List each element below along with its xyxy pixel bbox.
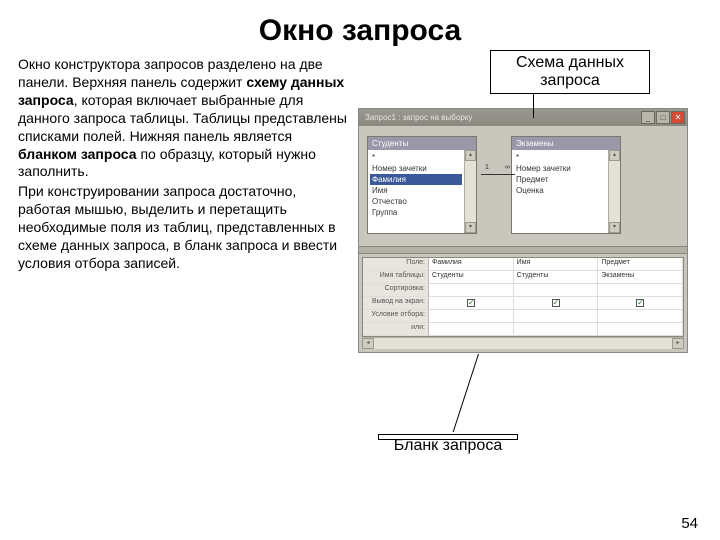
- field-item[interactable]: Имя: [370, 185, 462, 196]
- field-item[interactable]: *: [370, 152, 462, 163]
- maximize-button[interactable]: □: [656, 111, 670, 124]
- field-item[interactable]: Группа: [370, 207, 462, 218]
- join-line: [481, 174, 515, 186]
- p1d: бланком запроса: [18, 146, 137, 162]
- grid-cell[interactable]: ✓: [598, 297, 683, 310]
- scroll-left-icon[interactable]: ◂: [362, 338, 374, 349]
- scroll-down-icon[interactable]: ▾: [609, 222, 620, 233]
- field-item[interactable]: Номер зачетки: [370, 163, 462, 174]
- table-header: Экзамены: [512, 137, 620, 150]
- field-item[interactable]: Фамилия: [370, 174, 462, 185]
- grid-cell[interactable]: [514, 310, 599, 323]
- join-label-left: 1: [485, 164, 489, 171]
- table-exams[interactable]: Экзамены * Номер зачетки Предмет Оценка …: [511, 136, 621, 234]
- row-label: Поле:: [363, 258, 429, 271]
- join-label-right: ∞: [505, 164, 510, 171]
- row-label: Имя таблицы:: [363, 271, 429, 284]
- titlebar: Запрос1 : запрос на выборку _ □ ✕: [359, 109, 687, 126]
- body-text: Окно конструктора запросов разделено на …: [18, 56, 358, 275]
- field-item[interactable]: Предмет: [514, 174, 606, 185]
- grid-cell[interactable]: [429, 323, 514, 336]
- h-scrollbar[interactable]: ◂ ▸: [362, 337, 684, 349]
- grid-cell[interactable]: [429, 310, 514, 323]
- slide-title: Окно запроса: [0, 0, 720, 56]
- table-header: Студенты: [368, 137, 476, 150]
- grid-cell[interactable]: ✓: [429, 297, 514, 310]
- grid-cell[interactable]: [598, 310, 683, 323]
- scroll-up-icon[interactable]: ▴: [609, 150, 620, 161]
- grid-cell[interactable]: Предмет: [598, 258, 683, 271]
- grid-cell[interactable]: [598, 284, 683, 297]
- row-label: Вывод на экран:: [363, 297, 429, 310]
- arrow-top: [533, 92, 534, 118]
- callout-blank: Бланк запроса: [378, 434, 518, 440]
- grid-cell[interactable]: ✓: [514, 297, 599, 310]
- design-grid-panel: Поле: Фамилия Имя Предмет Имя таблицы: С…: [359, 254, 687, 352]
- p2: При конструировании запроса достаточно, …: [18, 183, 350, 273]
- arrow-bottom: [453, 354, 479, 432]
- design-grid[interactable]: Поле: Фамилия Имя Предмет Имя таблицы: С…: [362, 257, 684, 337]
- checkbox-icon[interactable]: ✓: [552, 299, 560, 307]
- minimize-button[interactable]: _: [641, 111, 655, 124]
- page-number: 54: [681, 515, 698, 532]
- checkbox-icon[interactable]: ✓: [636, 299, 644, 307]
- row-label: Условие отбора:: [363, 310, 429, 323]
- schema-panel: Студенты * Номер зачетки Фамилия Имя Отч…: [359, 126, 687, 246]
- grid-cell[interactable]: [598, 323, 683, 336]
- grid-cell[interactable]: [514, 284, 599, 297]
- row-label: Сортировка:: [363, 284, 429, 297]
- grid-cell[interactable]: [429, 284, 514, 297]
- window-title: Запрос1 : запрос на выборку: [361, 113, 472, 122]
- grid-cell[interactable]: [514, 323, 599, 336]
- splitter[interactable]: [359, 246, 687, 254]
- field-item[interactable]: Отчество: [370, 196, 462, 207]
- scroll-down-icon[interactable]: ▾: [465, 222, 476, 233]
- grid-cell[interactable]: Студенты: [514, 271, 599, 284]
- table-students[interactable]: Студенты * Номер зачетки Фамилия Имя Отч…: [367, 136, 477, 234]
- checkbox-icon[interactable]: ✓: [467, 299, 475, 307]
- field-item[interactable]: Номер зачетки: [514, 163, 606, 174]
- field-item[interactable]: *: [514, 152, 606, 163]
- close-button[interactable]: ✕: [671, 111, 685, 124]
- grid-cell[interactable]: Имя: [514, 258, 599, 271]
- query-window: Запрос1 : запрос на выборку _ □ ✕ Студен…: [358, 108, 688, 353]
- scroll-right-icon[interactable]: ▸: [672, 338, 684, 349]
- grid-cell[interactable]: Экзамены: [598, 271, 683, 284]
- grid-cell[interactable]: Фамилия: [429, 258, 514, 271]
- callout-schema: Схема данных запроса: [490, 50, 650, 94]
- field-item[interactable]: Оценка: [514, 185, 606, 196]
- scrollbar[interactable]: ▴ ▾: [608, 150, 620, 233]
- scrollbar[interactable]: ▴ ▾: [464, 150, 476, 233]
- grid-cell[interactable]: Студенты: [429, 271, 514, 284]
- row-label: или:: [363, 323, 429, 336]
- scroll-up-icon[interactable]: ▴: [465, 150, 476, 161]
